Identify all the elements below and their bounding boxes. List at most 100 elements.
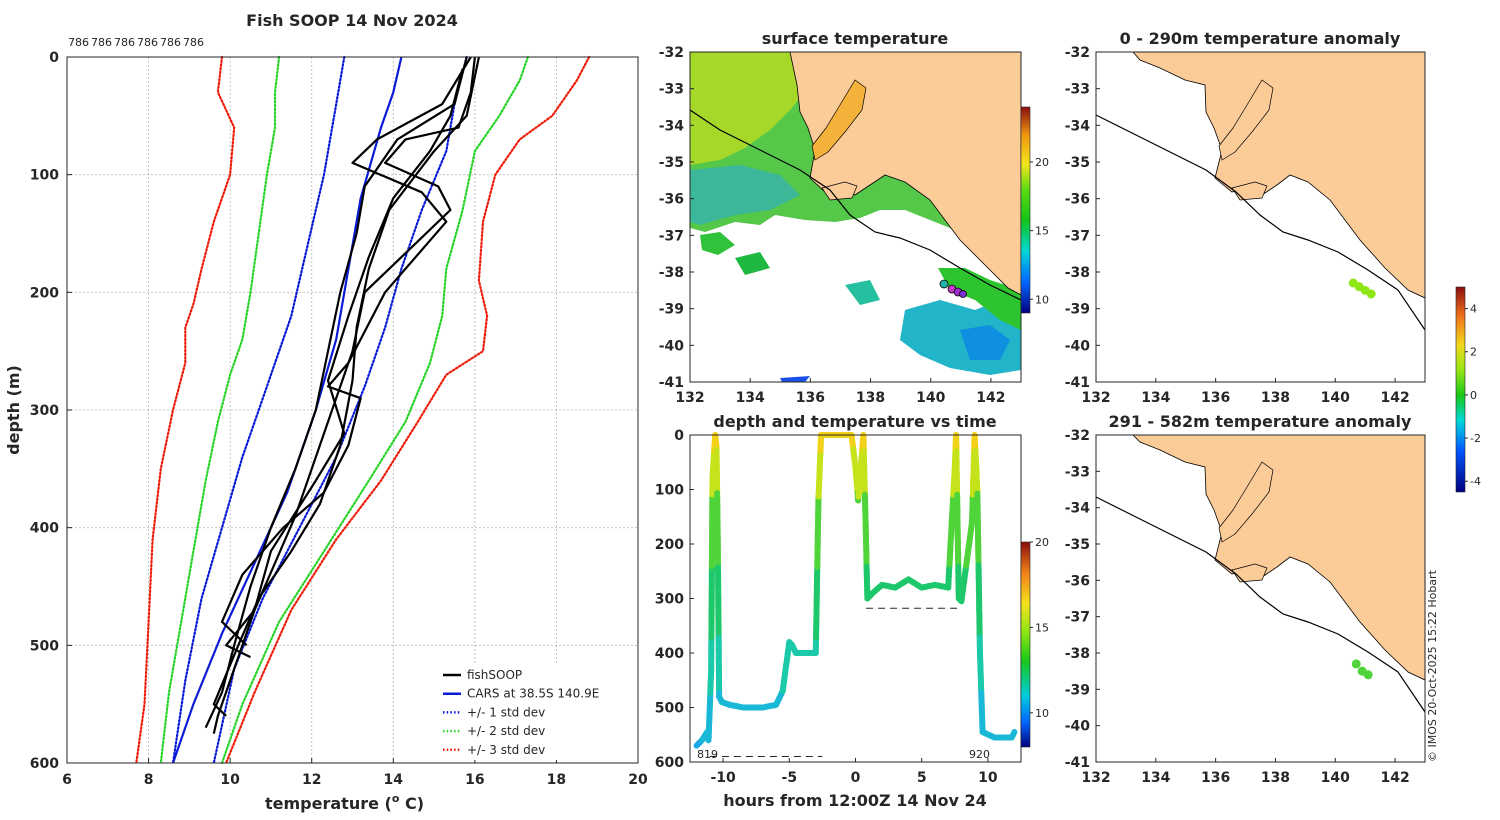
- profile-title: Fish SOOP 14 Nov 2024: [246, 11, 458, 30]
- profile-count-label-1: 786: [91, 36, 112, 49]
- sst-xtick-label-132: 132: [675, 390, 704, 406]
- profile-series: [135, 55, 591, 765]
- profile-count-label-5: 786: [183, 36, 204, 49]
- sst-xtick-label-134: 134: [736, 390, 765, 406]
- profile-xtick-label-12: 12: [302, 772, 321, 788]
- sst-ytick-label--41: -41: [659, 375, 684, 391]
- anomaly-cb-label-4: 4: [1470, 303, 1477, 316]
- fishsoop-profile-0: [212, 56, 476, 734]
- anomaly-top-xtick-label-136: 136: [1201, 390, 1230, 406]
- time-y-ticks: 0 100 200 300 400 500 600: [655, 428, 694, 771]
- sst-colorbar-ticks: 10 15 20: [1030, 156, 1049, 306]
- anomaly-top-panel: 0 - 290m temperature anomaly 132 134 136 13…: [1065, 29, 1426, 406]
- anomaly-top-xtick-label-138: 138: [1261, 390, 1290, 406]
- time-title: depth and temperature vs time: [713, 412, 996, 431]
- time-cb-label-20: 20: [1035, 536, 1049, 549]
- sst-field-cool-west: [690, 165, 800, 225]
- sst-patch-2: [735, 252, 770, 275]
- anomaly-bottom-xtick-label-136: 136: [1201, 770, 1230, 786]
- sst-ytick-label--36: -36: [659, 192, 684, 208]
- time-panel: depth and temperature vs time -10 -5 0 5 10 …: [655, 412, 1049, 810]
- time-ytick-label-600: 600: [655, 755, 684, 771]
- profile-legend-label-2: +/- 1 std dev: [467, 705, 545, 719]
- anomaly-top-xtick-label-132: 132: [1081, 390, 1110, 406]
- time-ytick-label-500: 500: [655, 701, 684, 717]
- sst-ytick-label--34: -34: [659, 118, 685, 134]
- profile-legend-label-0: fishSOOP: [467, 668, 522, 682]
- sst-position-marker-1: [939, 279, 949, 289]
- anomaly-cb-label-2: 2: [1470, 346, 1477, 359]
- anomaly-top-ytick-label--33: -33: [1065, 82, 1090, 98]
- anomaly-cb-label--2: -2: [1470, 432, 1481, 445]
- sst-y-ticks: -32 -33 -34 -35 -36 -37 -38 -39 -40 -41: [659, 45, 694, 391]
- profile-ytick-label-100: 100: [30, 168, 59, 184]
- anomaly-top-xtick-label-140: 140: [1321, 390, 1350, 406]
- sst-xtick-label-142: 142: [976, 390, 1005, 406]
- profile-xlabel: temperature (o C): [265, 792, 424, 813]
- profile-series-0: [171, 56, 403, 764]
- sst-xtick-label-136: 136: [796, 390, 825, 406]
- sst-colorbar: [1020, 106, 1031, 314]
- anomaly-top-peninsula: [1218, 79, 1274, 161]
- profile-ytick-label-600: 600: [30, 756, 59, 772]
- anomaly-bottom-ytick-label--40: -40: [1065, 719, 1091, 735]
- profile-count-labels: 786 786 786 786 786 786: [68, 36, 204, 49]
- profile-xtick-label-8: 8: [144, 772, 154, 788]
- sst-cb-label-20: 20: [1035, 156, 1049, 169]
- sst-patch-1: [700, 232, 735, 255]
- profile-xtick-label-20: 20: [628, 772, 648, 788]
- anomaly-bottom-ytick-label--41: -41: [1065, 755, 1090, 771]
- anomaly-bottom-ytick-label--33: -33: [1065, 464, 1090, 480]
- profile-series-3: [220, 55, 530, 765]
- anomaly-bottom-ytick-label--34: -34: [1065, 501, 1091, 517]
- anomaly-bottom-island: [1231, 563, 1268, 583]
- time-cb-label-10: 10: [1035, 707, 1049, 720]
- fishsoop-profile-4: [225, 68, 464, 659]
- anomaly-cb-label-0: 0: [1470, 389, 1477, 402]
- fishsoop-profile-2: [212, 56, 480, 717]
- sst-position-marker-4: [959, 290, 967, 298]
- time-xlabel: hours from 12:00Z 14 Nov 24: [723, 791, 986, 810]
- sst-patch-coastal: [938, 268, 1021, 330]
- time-colorbar: [1020, 541, 1031, 748]
- profile-x-ticks: 6 8 10 12 14 16 18 20: [62, 758, 648, 788]
- sst-patch-4: [780, 376, 810, 382]
- anomaly-bottom-y-ticks: -32 -33 -34 -35 -36 -37 -38 -39 -40 -41: [1065, 428, 1100, 771]
- profile-xtick-label-14: 14: [384, 772, 404, 788]
- anomaly-bottom-peninsula: [1218, 461, 1274, 543]
- anomaly-bottom-ytick-label--37: -37: [1065, 610, 1090, 626]
- sst-patch-3: [845, 280, 880, 305]
- anomaly-bottom-ytick-label--38: -38: [1065, 646, 1090, 662]
- profile-series-4: [159, 55, 281, 765]
- sst-xtick-label-140: 140: [916, 390, 945, 406]
- anomaly-top-axes-frame: [1095, 51, 1426, 383]
- anomaly-bottom-ytick-label--39: -39: [1065, 682, 1090, 698]
- sst-x-ticks: 132 134 136 138 140 142: [675, 378, 1006, 406]
- time-track: [693, 432, 1018, 749]
- time-ytick-label-200: 200: [655, 537, 684, 553]
- anomaly-bottom-shelf-contour: [1096, 496, 1425, 713]
- anomaly-top-ytick-label--38: -38: [1065, 265, 1090, 281]
- time-ytick-label-400: 400: [655, 646, 684, 662]
- anomaly-top-shelf-contour: [1096, 114, 1425, 331]
- anomaly-colorbar: [1455, 286, 1466, 493]
- anomaly-top-y-ticks: -32 -33 -34 -35 -36 -37 -38 -39 -40 -41: [1065, 45, 1100, 391]
- time-dashes: [709, 607, 959, 758]
- profile-count-label-2: 786: [114, 36, 135, 49]
- time-annotation-819: 819: [697, 748, 718, 761]
- fishsoop-profile-3: [220, 56, 472, 647]
- sst-panel: surface temperature 132 134 136 138 140 142 -…: [659, 29, 1049, 406]
- sst-ytick-label--35: -35: [659, 155, 684, 171]
- anomaly-top-ytick-label--34: -34: [1065, 118, 1091, 134]
- anomaly-top-ytick-label--40: -40: [1065, 338, 1091, 354]
- sst-patch-cold: [960, 325, 1010, 360]
- anomaly-bottom-points: [1351, 659, 1373, 680]
- sst-ytick-label--40: -40: [659, 338, 685, 354]
- anomaly-bottom-point-0: [1351, 659, 1361, 669]
- time-xtick-label-10: 10: [978, 770, 998, 786]
- anomaly-bottom-xtick-label-134: 134: [1141, 770, 1170, 786]
- anomaly-top-title: 0 - 290m temperature anomaly: [1120, 29, 1401, 48]
- sst-land-kangaroo-island: [821, 181, 858, 201]
- time-colorbar-ticks: 10 15 20: [1030, 536, 1049, 720]
